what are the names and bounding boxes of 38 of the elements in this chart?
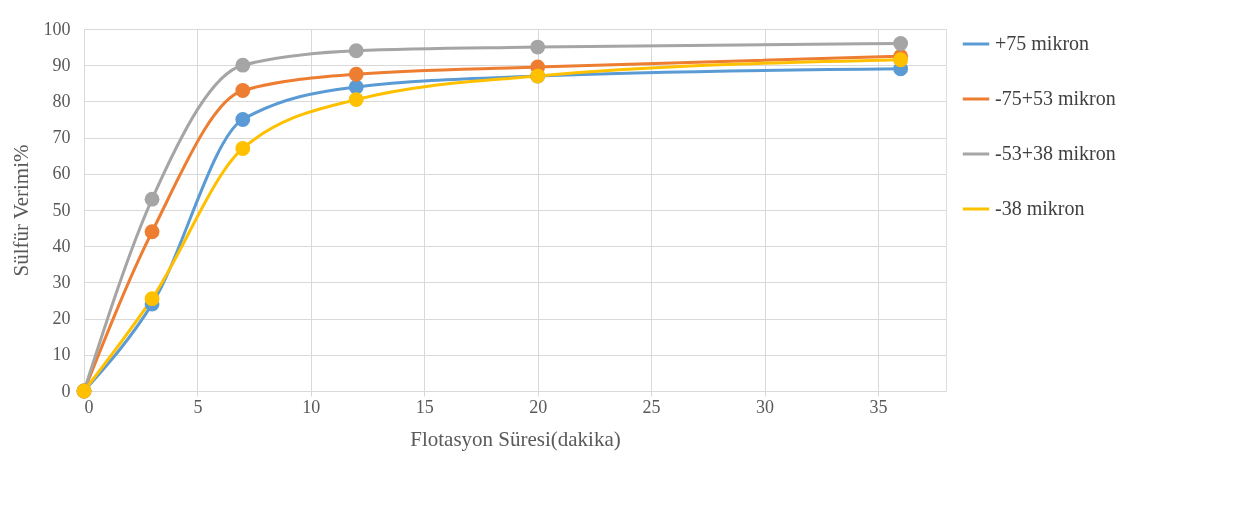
legend-label: -38 mikron [995,197,1085,219]
point [348,66,364,82]
y-tick-label: 50 [52,199,71,220]
legend-label: +75 mikron [995,32,1090,54]
legend-label: -75+53 mikron [995,87,1116,109]
point [235,112,251,127]
y-tick-label: 0 [61,380,71,401]
x-tick-label: 5 [193,396,203,417]
x-tick-label: 25 [642,396,661,417]
point [144,291,160,307]
point [235,83,251,98]
y-tick-label: 90 [52,54,71,75]
y-tick-label: 70 [52,127,71,148]
x-axis-title: Flotasyon Süresi(dakika) [410,426,621,451]
point [235,57,251,73]
y-tick-label: 60 [52,163,71,184]
point [893,52,909,68]
point [235,141,251,156]
y-tick-label: 20 [52,308,71,329]
point [144,224,160,240]
point [348,43,364,59]
x-tick-label: 20 [529,396,548,417]
x-tick-label: 15 [415,396,434,417]
y-tick-label: 10 [52,344,71,365]
point [144,191,160,207]
x-tick-label: 10 [302,396,321,417]
y-axis-title: Sülfür Verimi% [8,144,33,277]
x-tick-label: 0 [84,396,94,417]
y-tick-label: 100 [43,18,71,39]
point [348,92,364,107]
legend-label: -53+38 mikron [995,142,1116,164]
y-tick-label: 30 [52,271,71,292]
x-tick-label: 30 [756,396,775,417]
x-tick-label: 35 [869,396,888,417]
point [530,39,546,55]
point [893,36,909,51]
y-tick-label: 80 [52,90,71,111]
y-tick-label: 40 [52,235,71,256]
